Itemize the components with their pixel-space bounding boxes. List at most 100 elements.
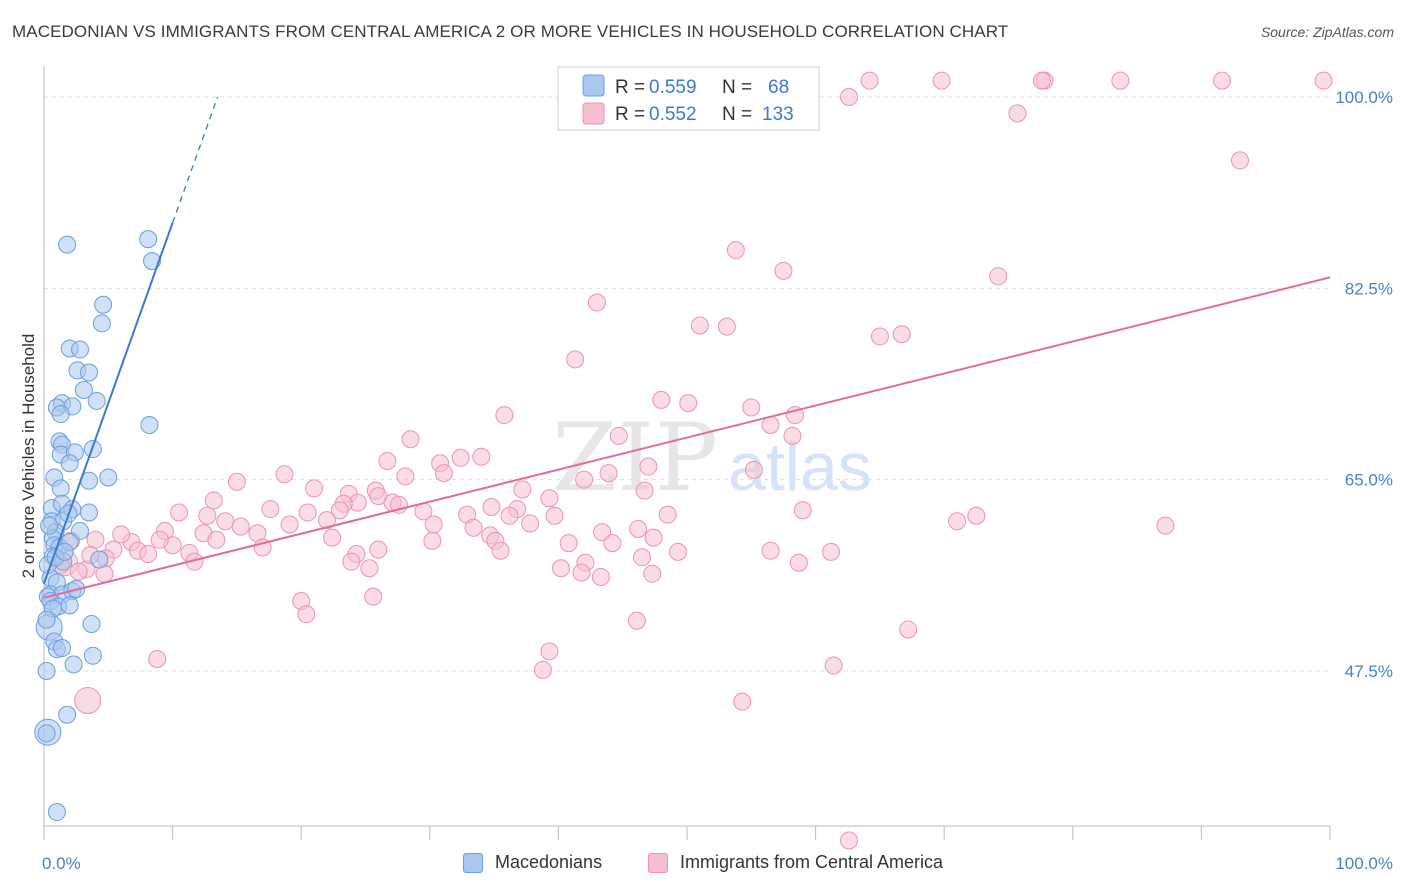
macedonians-point bbox=[74, 381, 93, 400]
macedonians-point bbox=[82, 614, 101, 633]
central-america-point bbox=[86, 530, 105, 549]
legend-r-label: R = bbox=[615, 77, 645, 98]
central-america-point bbox=[464, 518, 483, 537]
source-label: Source: ZipAtlas.com bbox=[1260, 24, 1394, 40]
central-america-point bbox=[207, 530, 226, 549]
central-america-point bbox=[629, 519, 648, 538]
central-america-point bbox=[227, 472, 246, 491]
central-america-point bbox=[396, 467, 415, 486]
central-america-point bbox=[540, 489, 559, 508]
central-america-point-large bbox=[74, 687, 102, 715]
y-tick-label: 65.0% bbox=[1345, 471, 1393, 490]
central-america-point bbox=[112, 525, 131, 544]
central-america-point bbox=[733, 692, 752, 711]
legend-swatch-macedonians bbox=[582, 74, 605, 97]
macedonians-point bbox=[83, 646, 102, 665]
central-america-point bbox=[198, 506, 217, 525]
legend-series: Macedonians Immigrants from Central Amer… bbox=[0, 852, 1406, 878]
central-america-point bbox=[434, 464, 453, 483]
central-america-point bbox=[1032, 71, 1051, 90]
legend-n-label: N = bbox=[722, 77, 752, 98]
central-america-point bbox=[360, 559, 379, 578]
central-america-point bbox=[789, 553, 808, 572]
central-america-point bbox=[793, 501, 812, 520]
central-america-point bbox=[540, 642, 559, 661]
central-america-point bbox=[774, 261, 793, 280]
central-america-point bbox=[491, 541, 510, 560]
central-america-point bbox=[533, 660, 552, 679]
central-america-point bbox=[317, 511, 336, 530]
y-axis-title: 2 or more Vehicles in Household bbox=[19, 334, 38, 579]
central-america-point bbox=[482, 498, 501, 516]
central-america-point bbox=[840, 831, 859, 850]
central-america-point bbox=[840, 88, 859, 106]
legend-n-value: 68 bbox=[768, 77, 789, 98]
central-america-point bbox=[330, 501, 349, 520]
central-america-point bbox=[323, 528, 342, 547]
central-america-point bbox=[591, 567, 610, 586]
central-america-point bbox=[566, 350, 585, 369]
macedonians-point bbox=[87, 391, 106, 410]
central-america-point bbox=[658, 505, 677, 524]
series-central-america-points bbox=[51, 71, 1333, 850]
central-america-point bbox=[599, 464, 618, 483]
central-america-point bbox=[603, 534, 622, 553]
central-america-point bbox=[298, 503, 317, 522]
central-america-point bbox=[726, 241, 745, 260]
central-america-point bbox=[148, 649, 167, 668]
central-america-point bbox=[69, 562, 88, 581]
central-america-point bbox=[761, 541, 780, 560]
macedonians-point bbox=[90, 550, 109, 569]
watermark-zip: ZIP bbox=[552, 404, 718, 513]
central-america-point bbox=[632, 548, 651, 567]
legend-item-macedonians[interactable]: Macedonians bbox=[463, 852, 602, 873]
central-america-point bbox=[451, 448, 470, 467]
central-america-point bbox=[305, 479, 324, 498]
legend-swatch-central-america bbox=[582, 102, 605, 125]
watermark: ZIP atlas bbox=[552, 404, 872, 513]
legend-swatch-central-america bbox=[648, 852, 668, 873]
central-america-point bbox=[822, 542, 841, 561]
macedonians-point bbox=[64, 655, 83, 674]
grid-lines: 47.5% 65.0% 82.5% 100.0% bbox=[44, 88, 1393, 681]
central-america-point bbox=[967, 506, 986, 525]
y-tick-label: 100.0% bbox=[1335, 88, 1393, 107]
central-america-point bbox=[423, 531, 442, 550]
central-america-point bbox=[892, 325, 911, 344]
trend-line-macedonians-extension bbox=[171, 96, 219, 223]
axis-labels: 2 or more Vehicles in Household 0.0% 100… bbox=[19, 334, 1393, 873]
central-america-point bbox=[424, 515, 443, 534]
y-tick-label: 82.5% bbox=[1345, 279, 1393, 298]
macedonians-point bbox=[92, 314, 111, 333]
central-america-point bbox=[401, 430, 420, 449]
central-america-point bbox=[575, 470, 594, 489]
central-america-point bbox=[216, 512, 235, 531]
central-america-point bbox=[369, 540, 388, 559]
macedonians-point bbox=[60, 596, 79, 615]
central-america-point bbox=[170, 503, 189, 522]
legend-item-central-america[interactable]: Immigrants from Central America bbox=[648, 852, 943, 873]
central-america-point bbox=[513, 480, 532, 499]
central-america-point bbox=[472, 447, 491, 466]
central-america-point bbox=[342, 552, 361, 571]
macedonians-point bbox=[71, 522, 90, 541]
central-america-point bbox=[495, 406, 514, 425]
x-tick-label-min: 0.0% bbox=[42, 854, 81, 873]
central-america-point bbox=[231, 517, 250, 536]
y-tick-label: 47.5% bbox=[1345, 662, 1393, 681]
central-america-point bbox=[609, 426, 628, 445]
central-america-point bbox=[742, 398, 761, 417]
macedonians-point bbox=[37, 724, 56, 743]
trend-line-central-america bbox=[43, 276, 1331, 599]
macedonians-point bbox=[140, 416, 159, 434]
macedonians-point bbox=[94, 295, 113, 314]
central-america-point bbox=[1314, 71, 1333, 90]
macedonians-point bbox=[58, 235, 77, 254]
central-america-point bbox=[275, 465, 294, 484]
macedonians-point bbox=[143, 252, 162, 270]
central-america-point bbox=[679, 394, 698, 413]
central-america-point bbox=[1008, 104, 1027, 123]
macedonians-point bbox=[139, 230, 158, 249]
macedonians-point bbox=[60, 454, 79, 473]
